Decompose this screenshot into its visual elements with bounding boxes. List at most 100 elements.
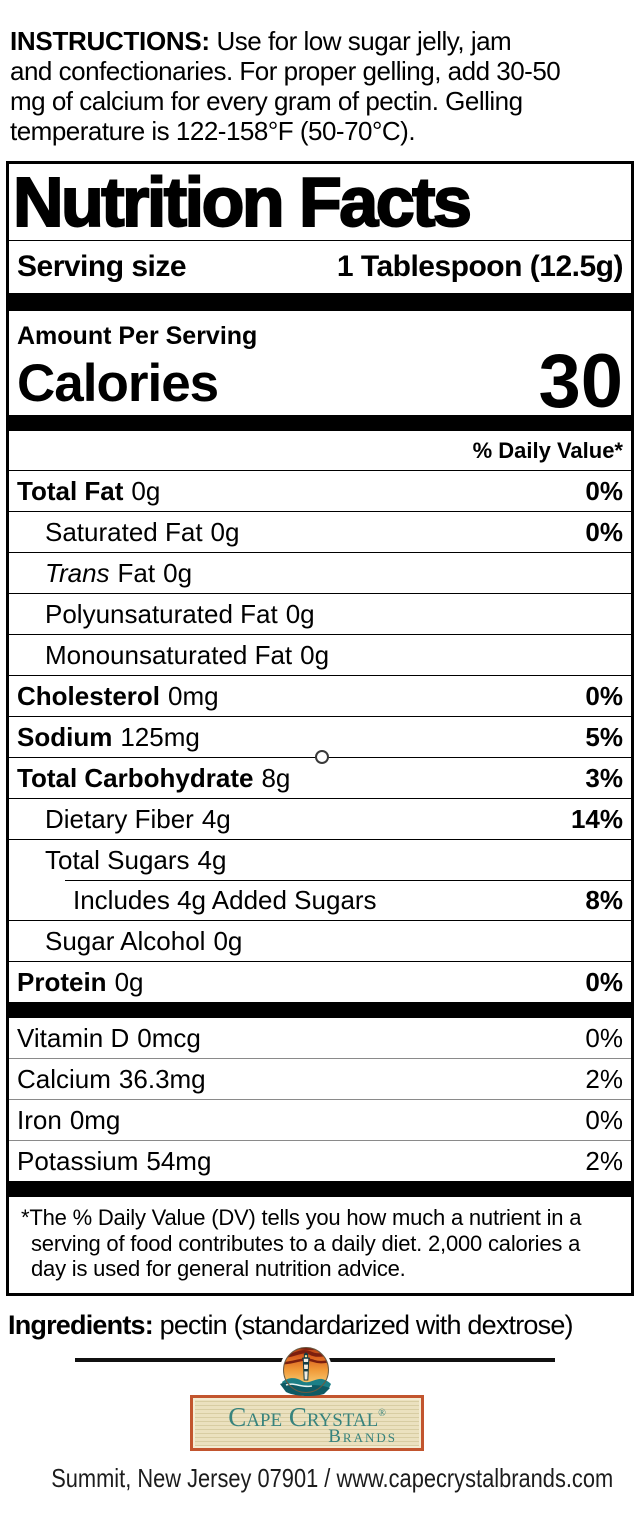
nutrient-dv: 3%	[585, 763, 623, 793]
row-cholesterol: Cholesterol 0mg 0%	[9, 675, 631, 716]
row-saturated-fat: Saturated Fat 0g 0%	[9, 511, 631, 552]
nutrient-name: Total Sugars	[45, 845, 190, 875]
nutrient-name: Iron	[17, 1105, 62, 1135]
thick-rule	[9, 415, 631, 431]
calories-value: 30	[538, 339, 623, 424]
nutrient-dv: 8%	[585, 885, 623, 915]
row-calcium: Calcium 36.3mg 2%	[9, 1058, 631, 1099]
nutrient-amount: 0g	[285, 599, 315, 629]
nutrition-facts-title: Nutrition Facts	[12, 163, 473, 241]
ingredients-text: pectin (standardarized with dextrose)	[152, 1309, 574, 1340]
row-trans-fat: Trans Fat 0g	[9, 552, 631, 593]
ingredients-line: Ingredients: pectin (standardarized with…	[8, 1310, 640, 1341]
row-total-carbohydrate: Total Carbohydrate 8g 3%	[9, 750, 631, 798]
calories-row: Calories 30	[9, 339, 631, 424]
nutrient-dv: 0%	[585, 517, 623, 547]
nutrient-name: Dietary Fiber	[45, 804, 194, 834]
row-dietary-fiber: Dietary Fiber 4g 14%	[9, 798, 631, 839]
calories-label: Calories	[17, 354, 219, 413]
nutrient-name: Saturated Fat	[45, 517, 203, 547]
row-vitamin-d: Vitamin D 0mcg 0%	[9, 1018, 631, 1058]
brand-name: Cape Crystal®	[193, 1400, 421, 1431]
print-artifact-circle	[315, 750, 329, 764]
nutrient-amount: 0g	[114, 967, 144, 997]
row-total-sugars: Total Sugars 4g	[9, 839, 631, 880]
brand-plaque: Cape Crystal® Brands	[190, 1394, 424, 1451]
amount-per-serving-label: Amount Per Serving	[17, 322, 258, 350]
nutrient-dv: 5%	[585, 722, 623, 752]
nutrient-name-italic: Trans	[45, 558, 110, 588]
nutrient-amount: 54mg	[146, 1146, 212, 1176]
serving-size-label: Serving size	[17, 250, 187, 283]
instructions-line: INSTRUCTIONS: Use for low sugar jelly, j…	[10, 26, 630, 56]
row-protein: Protein 0g 0%	[9, 961, 631, 1002]
instructions-line: temperature is 122-158°F (50-70°C).	[10, 116, 416, 146]
thick-rule	[9, 293, 631, 311]
nutrient-dv: 14%	[570, 804, 623, 834]
lighthouse-sunset-logo-icon	[280, 1343, 332, 1396]
nutrient-name: Includes 4g Added Sugars	[73, 885, 377, 915]
nutrient-dv: 0%	[585, 681, 623, 711]
nutrient-amount: 4g	[197, 845, 227, 875]
nutrient-amount: 0g	[210, 517, 240, 547]
serving-size-value: 1 Tablespoon (12.5g)	[336, 250, 624, 283]
divider	[9, 240, 631, 241]
nutrient-amount: 0g	[163, 558, 193, 588]
nutrient-dv: 0%	[585, 1023, 623, 1053]
nutrient-name: Total Fat	[17, 476, 124, 506]
row-iron: Iron 0mg 0%	[9, 1099, 631, 1140]
registered-mark: ®	[378, 1407, 386, 1419]
nutrient-dv: 2%	[585, 1064, 623, 1094]
nutrient-name: Cholesterol	[17, 681, 161, 711]
nutrient-rows: Total Fat 0g 0% Saturated Fat 0g 0% Trans F…	[9, 471, 631, 1002]
nutrient-amount: 36.3mg	[118, 1064, 206, 1094]
nutrient-dv: 0%	[585, 1105, 623, 1135]
serving-size-row: Serving size 1 Tablespoon (12.5g)	[9, 241, 631, 293]
brand-name-text: Cape Crystal	[228, 1401, 379, 1432]
nutrient-dv: 2%	[585, 1146, 623, 1176]
nutrient-name: Polyunsaturated Fat	[45, 599, 278, 629]
brand-footer: Cape Crystal® Brands Summit, New Jersey …	[0, 1341, 640, 1523]
row-sodium: Sodium 125mg 5%	[9, 716, 631, 757]
nutrient-dv: 0%	[585, 476, 623, 506]
nutrient-name: Calcium	[17, 1064, 111, 1094]
nutrient-name: Protein	[17, 967, 107, 997]
nutrient-amount: 0g	[213, 926, 243, 956]
instructions-line: mg of calcium for every gram of pectin. …	[10, 86, 523, 116]
instructions-label: INSTRUCTIONS:	[10, 26, 210, 56]
row-monounsaturated-fat: Monounsaturated Fat 0g	[9, 634, 631, 675]
daily-value-footnote: *The % Daily Value (DV) tells you how mu…	[21, 1205, 582, 1281]
nutrient-name: Sodium	[17, 722, 113, 752]
nutrient-amount: 8g	[261, 763, 291, 793]
row-sugar-alcohol: Sugar Alcohol 0g	[9, 920, 631, 961]
instructions-paragraph: INSTRUCTIONS: Use for low sugar jelly, j…	[10, 26, 630, 146]
nutrient-name: Total Carbohydrate	[17, 763, 254, 793]
nutrient-amount: 0g	[131, 476, 161, 506]
nutrient-name: Vitamin D	[17, 1023, 130, 1053]
nutrient-name: Potassium	[17, 1146, 139, 1176]
instructions-line: and confectionaries. For proper gelling,…	[10, 56, 561, 86]
daily-value-header: % Daily Value*	[9, 431, 631, 471]
nutrient-name: Fat	[117, 558, 156, 588]
thick-rule	[9, 1181, 631, 1197]
nutrition-facts-panel: Nutrition Facts Serving size 1 Tablespoo…	[6, 161, 634, 1296]
brand-subtitle: Brands	[328, 1425, 397, 1447]
instructions-text: Use for low sugar jelly, jam	[209, 26, 512, 56]
row-added-sugars: Includes 4g Added Sugars 8%	[9, 880, 631, 920]
row-polyunsaturated-fat: Polyunsaturated Fat 0g	[9, 593, 631, 634]
micronutrient-rows: Vitamin D 0mcg 0% Calcium 36.3mg 2% Iron 0m…	[9, 1018, 631, 1181]
thick-rule	[9, 1002, 631, 1018]
nutrient-amount: 0mg	[168, 681, 219, 711]
nutrient-amount: 0mg	[69, 1105, 121, 1135]
brand-address: Summit, New Jersey 07901 / www.capecryst…	[51, 1462, 614, 1493]
nutrient-amount: 0g	[300, 640, 330, 670]
ingredients-label: Ingredients:	[8, 1309, 154, 1340]
nutrient-amount: 4g	[201, 804, 231, 834]
nutrient-amount: 0mcg	[137, 1023, 201, 1053]
nutrient-name: Sugar Alcohol	[45, 926, 206, 956]
nutrient-amount: 125mg	[120, 722, 200, 752]
nutrient-dv: 0%	[585, 967, 623, 997]
row-potassium: Potassium 54mg 2%	[9, 1140, 631, 1181]
nutrient-name: Monounsaturated Fat	[45, 640, 293, 670]
row-total-fat: Total Fat 0g 0%	[9, 471, 631, 511]
